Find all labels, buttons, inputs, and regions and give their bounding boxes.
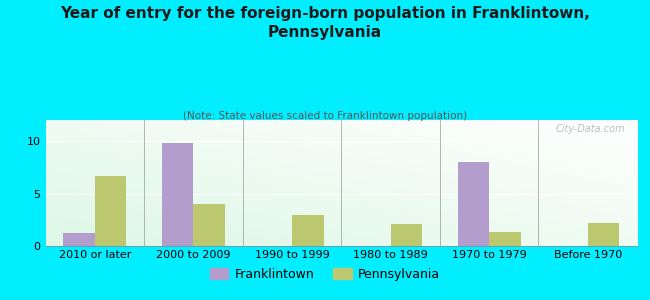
Bar: [458, 162, 489, 246]
Bar: [63, 233, 95, 246]
Bar: [489, 232, 521, 246]
Legend: Franklintown, Pennsylvania: Franklintown, Pennsylvania: [205, 263, 445, 286]
Bar: [588, 223, 619, 246]
Text: (Note: State values scaled to Franklintown population): (Note: State values scaled to Franklinto…: [183, 111, 467, 121]
Bar: [95, 176, 126, 246]
Bar: [162, 143, 194, 246]
Text: Year of entry for the foreign-born population in Franklintown,
Pennsylvania: Year of entry for the foreign-born popul…: [60, 6, 590, 40]
Bar: [194, 204, 225, 246]
Text: City-Data.com: City-Data.com: [556, 124, 625, 134]
Bar: [292, 214, 324, 246]
Bar: [391, 224, 422, 246]
